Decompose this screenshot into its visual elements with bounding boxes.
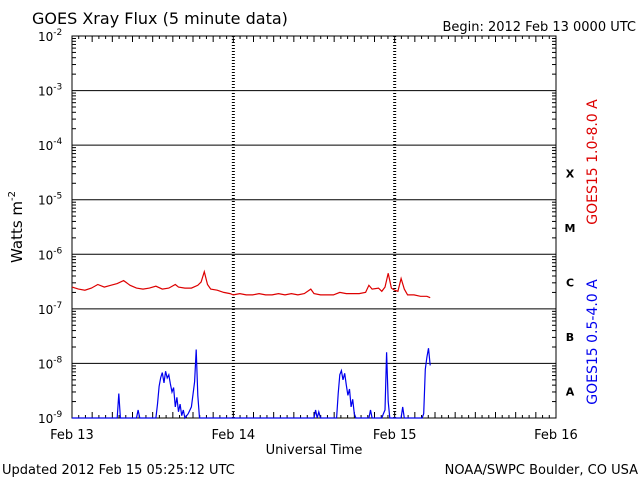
flare-class-labels: X M C B A <box>565 167 576 398</box>
y-tick-exponent: -8 <box>53 355 62 365</box>
x-tick-label: Feb 13 <box>50 428 94 443</box>
series-line-short-channel <box>72 348 431 420</box>
x-tick-label: Feb 16 <box>534 428 578 443</box>
chart-title: GOES Xray Flux (5 minute data) <box>32 9 288 28</box>
vertical-day-gridlines <box>231 36 397 418</box>
flare-class-M: M <box>565 222 576 235</box>
y-tick-exponent: -2 <box>53 28 62 38</box>
y-tick-exponent: -6 <box>53 246 62 256</box>
begin-label: Begin: 2012 Feb 13 0000 UTC <box>442 20 636 35</box>
y-tick-label: 10-4 <box>38 137 63 153</box>
y-axis-label: Watts m-2 <box>7 191 26 263</box>
legend-short-channel: GOES15 0.5-4.0 A <box>585 279 601 405</box>
y-tick-label: 10-8 <box>38 355 63 371</box>
y-tick-label: 10-2 <box>38 28 62 44</box>
y-tick-label: 10-7 <box>38 301 62 317</box>
y-tick-exponent: -5 <box>53 192 62 202</box>
footer-credit: NOAA/SWPC Boulder, CO USA <box>445 463 638 478</box>
y-tick-label: 10-6 <box>38 246 63 262</box>
horizontal-gridlines <box>72 35 556 419</box>
y-tick-exponent: -7 <box>53 301 62 311</box>
x-axis-ticks: Feb 13 Feb 14 Feb 15 Feb 16 <box>50 36 578 443</box>
y-axis-label-main: Watts m <box>8 201 26 263</box>
legend-long-channel: GOES15 1.0-8.0 A <box>585 99 601 225</box>
y-tick-label: 10-9 <box>38 410 63 426</box>
plot-frame <box>71 35 557 419</box>
flare-class-X: X <box>566 167 575 180</box>
y-tick-exponent: -3 <box>53 83 62 93</box>
x-axis-label: Universal Time <box>266 443 363 458</box>
y-tick-exponent: -9 <box>53 410 62 420</box>
series-line-long-channel <box>71 269 431 299</box>
footer-updated: Updated 2012 Feb 15 05:25:12 UTC <box>2 463 235 478</box>
y-axis-label-exponent: -2 <box>7 191 18 201</box>
x-tick-label: Feb 15 <box>373 428 417 443</box>
flare-class-B: B <box>566 331 574 344</box>
y-tick-label: 10-5 <box>38 192 62 208</box>
flare-class-A: A <box>566 386 575 399</box>
flare-class-C: C <box>566 277 574 290</box>
y-tick-label: 10-3 <box>38 83 62 99</box>
y-tick-exponent: -4 <box>53 137 62 147</box>
x-tick-label: Feb 14 <box>211 428 255 443</box>
y-axis-ticks: 10-2 10-3 10-4 10-5 10-6 10-7 10-8 10-9 <box>38 28 556 426</box>
